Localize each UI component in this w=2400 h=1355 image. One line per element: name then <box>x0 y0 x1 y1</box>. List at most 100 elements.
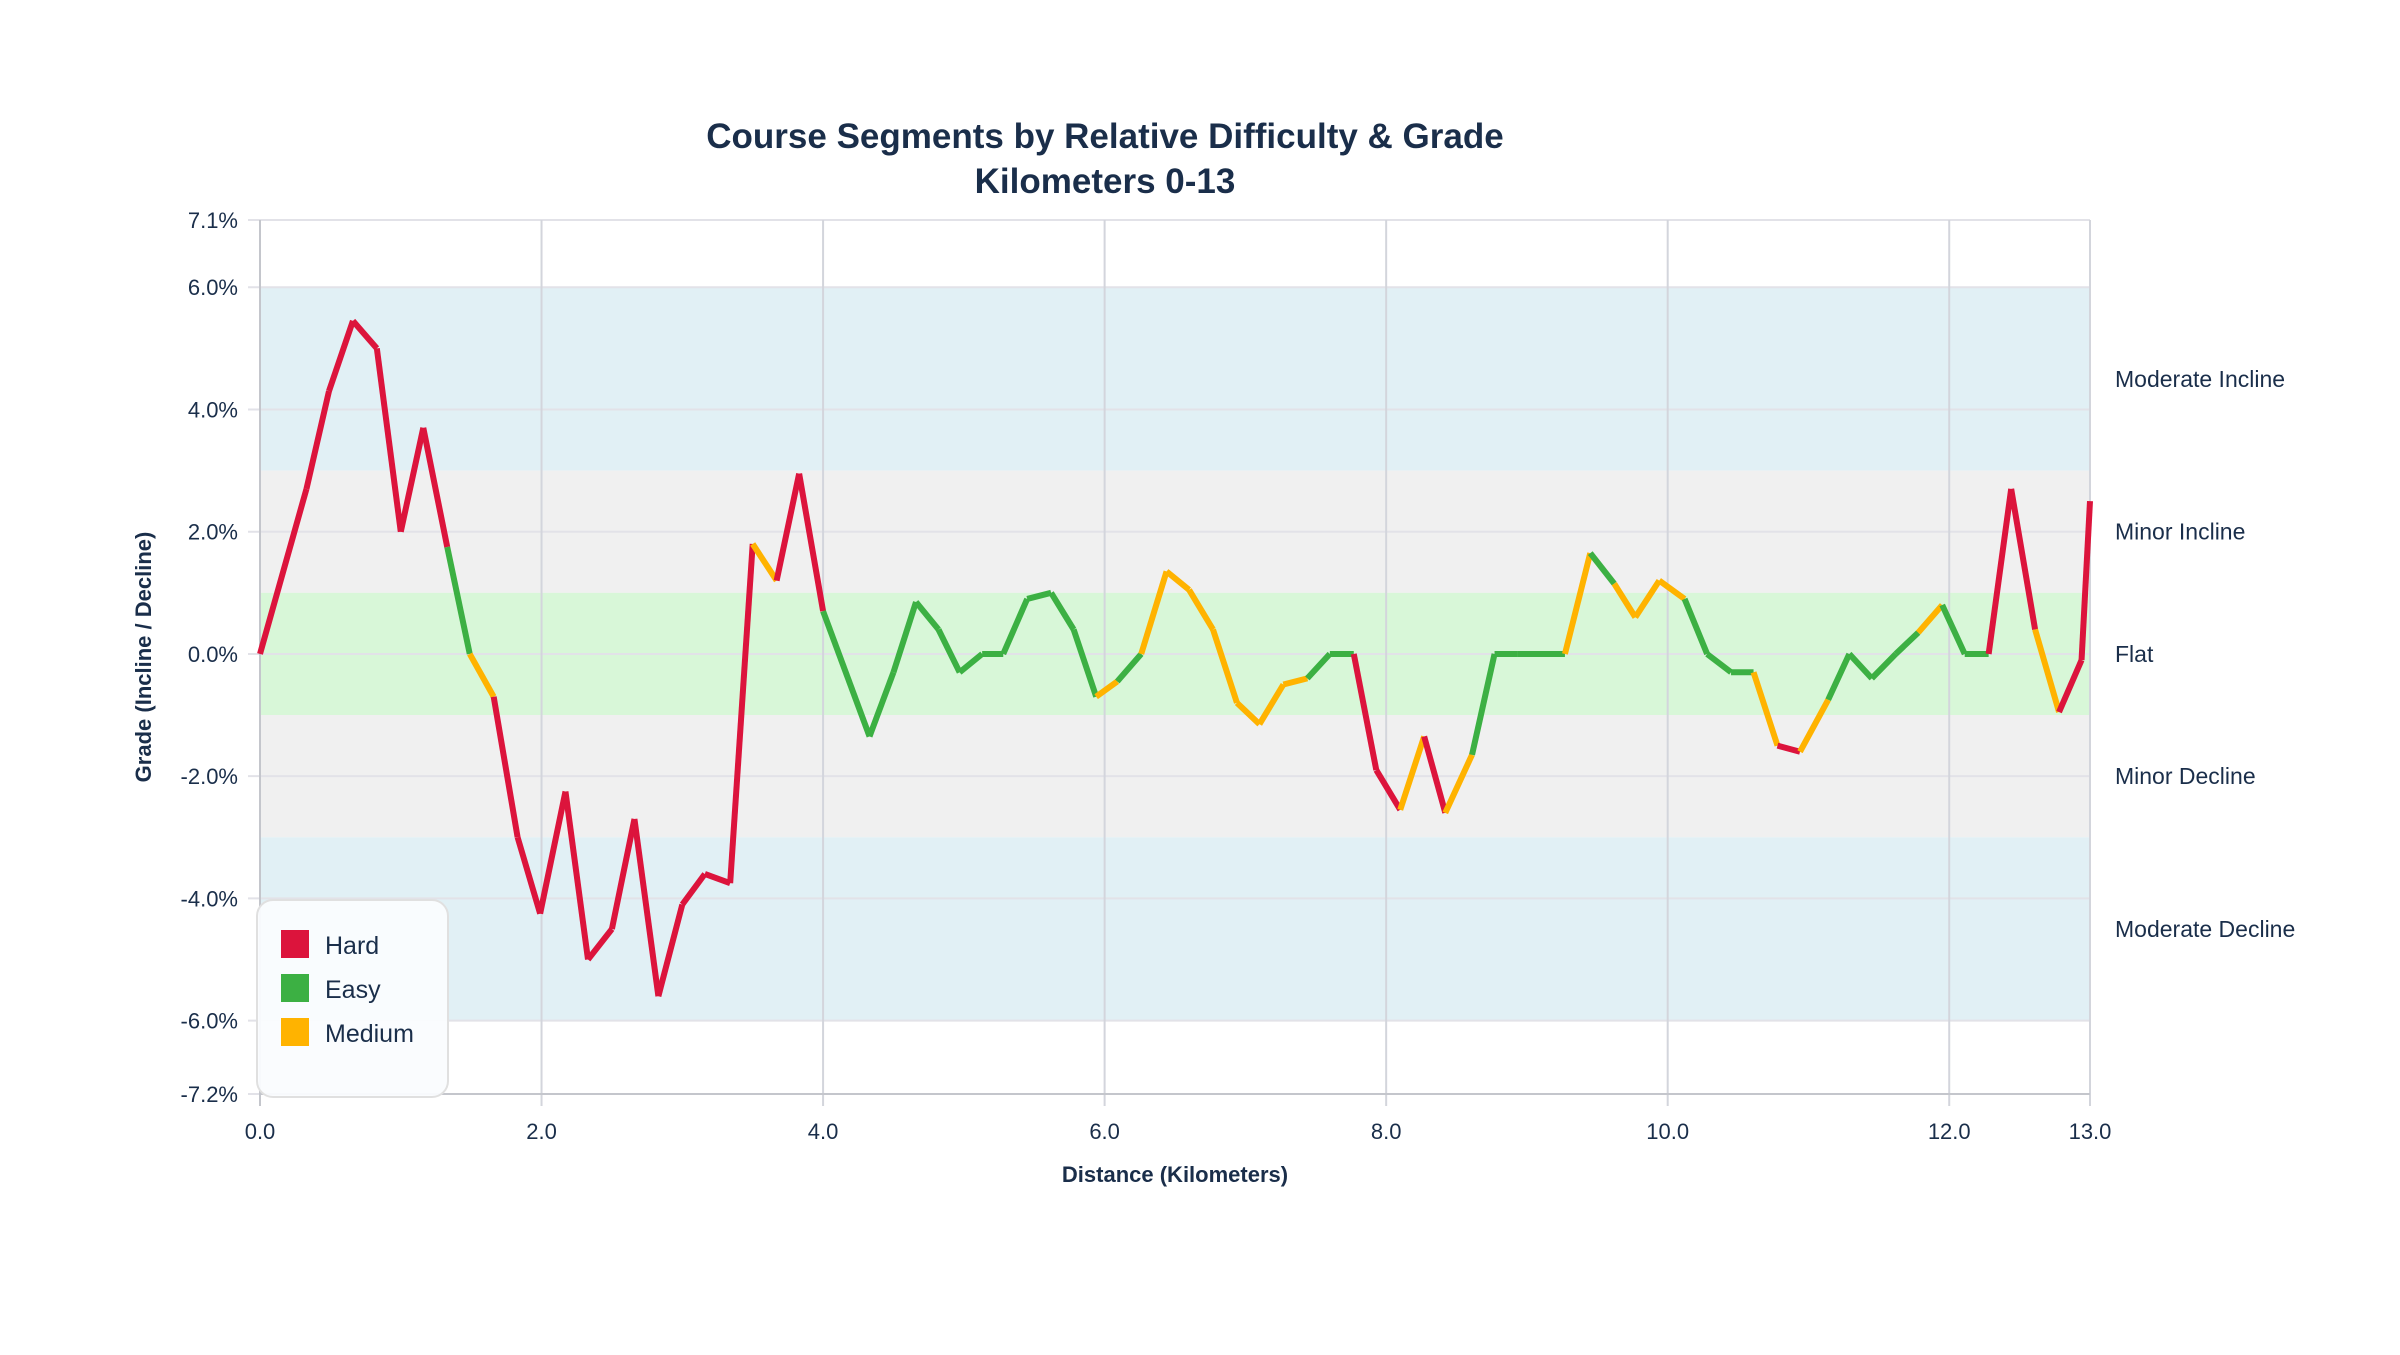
legend-label-hard: Hard <box>325 932 379 960</box>
y-tick-label: -4.0% <box>181 886 238 911</box>
segment-medium <box>1234 700 1262 727</box>
segment-easy <box>1705 651 1733 675</box>
segment-medium <box>1657 578 1687 602</box>
segment-easy <box>1587 551 1617 586</box>
chart-subtitle: Kilometers 0-13 <box>975 162 1236 201</box>
segment-easy <box>1305 651 1333 681</box>
chart-title: Course Segments by Relative Difficulty &… <box>706 117 1503 156</box>
segment-medium <box>1210 628 1240 704</box>
segment-hard <box>631 818 662 997</box>
y-tick-label: -7.2% <box>181 1082 238 1107</box>
segment-hard <box>1776 742 1801 755</box>
segment-easy <box>1825 652 1853 702</box>
segment-medium <box>1750 671 1781 747</box>
segment-hard <box>537 790 569 915</box>
segment-hard <box>608 818 638 930</box>
legend-swatch-medium <box>281 1018 309 1046</box>
segment-hard <box>326 319 356 393</box>
segment-hard <box>796 473 827 612</box>
y-tick-label: -2.0% <box>181 764 238 789</box>
band-label: Minor Incline <box>2115 519 2245 545</box>
segment-medium <box>1094 679 1120 700</box>
x-axis-ticks: 0.0 2.0 4.0 6.0 8.0 10.0 12.0 13.0 <box>245 1119 2112 1144</box>
segment-medium <box>2032 628 2062 713</box>
segment-easy <box>1681 597 1710 656</box>
y-tick-label: 2.0% <box>188 520 238 545</box>
band-label: Flat <box>2115 641 2154 667</box>
segment-hard <box>2008 488 2039 630</box>
band-labels: Moderate Incline Minor Incline Flat Minor D… <box>2115 366 2295 942</box>
segment-medium <box>750 542 780 583</box>
segment-easy <box>1000 597 1030 656</box>
segment-easy <box>890 601 919 674</box>
segment-easy <box>913 600 941 632</box>
y-tick-label: 0.0% <box>188 642 238 667</box>
segment-medium <box>1915 603 1945 635</box>
segment-hard <box>373 347 404 533</box>
legend-label-easy: Easy <box>325 976 381 1004</box>
segment-easy <box>935 628 963 674</box>
segment-medium <box>1611 582 1638 619</box>
segment-medium <box>1186 588 1216 632</box>
segment-medium <box>1164 569 1191 593</box>
segment-hard <box>397 427 427 533</box>
x-tick-label: 12.0 <box>1928 1119 1971 1144</box>
band-label: Minor Decline <box>2115 763 2256 789</box>
segment-medium <box>1256 682 1286 726</box>
segment-easy <box>866 671 897 738</box>
segment-medium <box>467 652 497 699</box>
segment-medium <box>1632 578 1662 619</box>
band-label: Moderate Incline <box>2115 366 2285 392</box>
segment-medium <box>1562 552 1594 655</box>
segment-hard <box>773 473 803 582</box>
y-axis-title: Grade (Incline / Decline) <box>131 532 156 783</box>
segment-hard <box>2056 658 2085 714</box>
segment-medium <box>1397 735 1428 811</box>
segment-hard <box>2078 500 2093 661</box>
y-tick-label: 7.1% <box>188 208 238 233</box>
segment-medium <box>1138 570 1170 655</box>
segment-hard <box>562 791 591 960</box>
segment-hard <box>1373 768 1403 812</box>
segment-medium <box>1282 675 1309 688</box>
segment-easy <box>820 610 873 738</box>
segment-medium <box>1797 698 1831 754</box>
grade-line <box>257 318 2093 997</box>
x-tick-label: 6.0 <box>1089 1119 1120 1144</box>
y-tick-label: 6.0% <box>188 275 238 300</box>
x-axis-title: Distance (Kilometers) <box>1062 1162 1288 1187</box>
segment-easy <box>1026 589 1052 602</box>
segment-hard <box>350 318 380 351</box>
legend-swatch-hard <box>281 930 309 958</box>
y-tick-label: 4.0% <box>188 397 238 422</box>
band-moderate-decline <box>260 837 2090 1021</box>
segment-hard <box>679 872 708 907</box>
segment-hard <box>514 836 544 915</box>
segment-hard <box>257 488 310 655</box>
segment-hard <box>1350 653 1380 771</box>
x-tick-label: 10.0 <box>1646 1119 1689 1144</box>
band-moderate-incline <box>260 287 2090 471</box>
segment-easy <box>1869 651 1898 681</box>
legend: Hard Easy Medium <box>256 899 449 1098</box>
band-label: Moderate Decline <box>2115 916 2295 942</box>
segment-hard <box>490 696 521 838</box>
y-axis-ticks: 7.1% 6.0% 4.0% 2.0% 0.0% -2.0% -4.0% -6.0% -7.2% <box>181 208 238 1107</box>
segment-hard <box>1985 488 2015 655</box>
segment-easy <box>1070 628 1100 698</box>
segment-medium <box>1442 753 1475 815</box>
y-tick-label: -6.0% <box>181 1009 238 1034</box>
segment-hard <box>303 390 332 490</box>
segment-easy <box>1115 651 1144 684</box>
segment-hard <box>655 903 686 997</box>
segment-easy <box>1939 603 1968 656</box>
segment-hard <box>1421 735 1449 814</box>
segment-easy <box>1893 630 1921 657</box>
x-tick-label: 13.0 <box>2069 1119 2112 1144</box>
segment-hard <box>703 871 732 886</box>
legend-label-medium: Medium <box>325 1020 414 1048</box>
segment-easy <box>1469 653 1498 756</box>
segment-easy <box>957 651 985 675</box>
segment-hard <box>585 927 615 962</box>
